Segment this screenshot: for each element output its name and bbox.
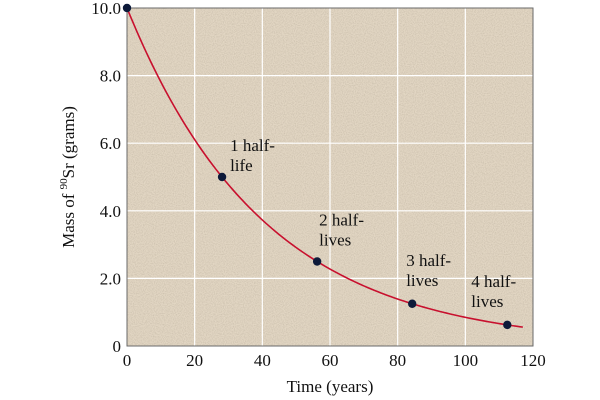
y-tick-label: 2.0 <box>100 269 121 288</box>
data-point <box>408 299 417 308</box>
x-tick-label: 80 <box>389 351 406 370</box>
data-point <box>217 172 227 182</box>
y-tick-label: 0 <box>113 337 122 356</box>
y-tick-label: 4.0 <box>100 202 121 221</box>
y-axis-title-superscript: 90 <box>58 178 70 190</box>
y-axis-title-prefix: Mass of <box>59 189 78 248</box>
x-axis-ticks: 0 20 40 60 80 100 120 <box>123 351 546 370</box>
data-point <box>312 257 322 266</box>
half-life-label: lives <box>406 271 438 290</box>
plot-frame <box>126 7 534 347</box>
y-tick-label: 6.0 <box>100 134 121 153</box>
half-life-label: 2 half- <box>319 211 364 230</box>
data-points <box>122 3 512 330</box>
x-axis-title: Time (years) <box>287 377 374 396</box>
x-tick-label: 40 <box>254 351 271 370</box>
half-life-label: 3 half- <box>406 251 451 270</box>
x-tick-label: 120 <box>520 351 546 370</box>
data-point <box>122 3 132 13</box>
x-tick-label: 60 <box>322 351 339 370</box>
data-point <box>503 320 512 330</box>
decay-curve <box>126 7 523 328</box>
x-tick-label: 100 <box>453 351 479 370</box>
y-axis-title-suffix: Sr (grams) <box>59 106 78 178</box>
half-life-label: 4 half- <box>471 272 516 291</box>
half-life-label: lives <box>471 292 503 311</box>
x-tick-label: 20 <box>186 351 203 370</box>
half-life-label: life <box>230 156 253 175</box>
y-tick-label: 8.0 <box>100 67 121 86</box>
half-life-label: lives <box>319 231 351 250</box>
y-axis-title: Mass of 90Sr (grams) <box>58 106 78 248</box>
half-life-label: 1 half- <box>230 136 275 155</box>
y-tick-label: 10.0 <box>91 0 121 18</box>
decay-curve-layer <box>126 7 523 328</box>
y-axis-ticks: 0 2.0 4.0 6.0 8.0 10.0 <box>91 0 121 356</box>
x-tick-label: 0 <box>123 351 132 370</box>
grid <box>126 7 534 347</box>
